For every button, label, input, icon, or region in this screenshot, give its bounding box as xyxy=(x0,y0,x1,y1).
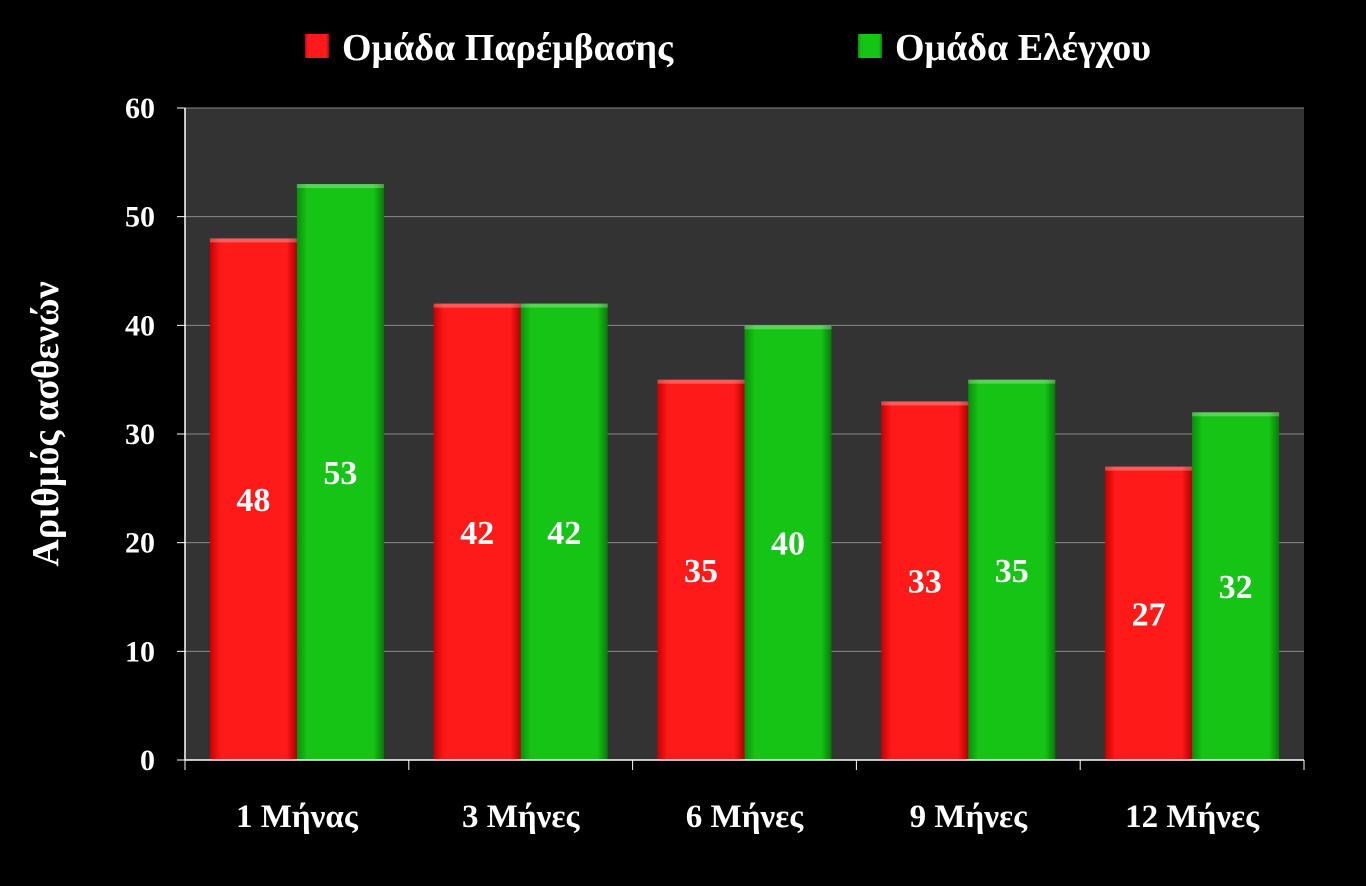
data-label: 27 xyxy=(1132,596,1166,633)
data-label: 40 xyxy=(771,526,805,563)
y-axis-title: Αριθμός ασθενών xyxy=(25,281,67,566)
bar-series-1 xyxy=(968,379,1056,760)
bar-series-0 xyxy=(1105,466,1193,760)
bars xyxy=(209,184,1280,761)
y-tick-label: 30 xyxy=(125,418,155,451)
y-tick-label: 10 xyxy=(125,635,155,668)
bar-top-highlight xyxy=(1192,412,1280,417)
x-axis-ticks: 1 Μήνας 3 Μήνες 6 Μήνες 9 Μήνες 12 Μήνες xyxy=(184,760,1305,835)
data-label: 33 xyxy=(908,564,942,601)
x-tick-label: 1 Μήνας xyxy=(236,799,359,835)
y-tick-label: 20 xyxy=(125,527,155,560)
bar-series-1 xyxy=(744,325,832,760)
y-tick-label: 60 xyxy=(125,92,155,125)
bar-top-highlight xyxy=(209,238,297,243)
bar-top-highlight xyxy=(520,303,608,308)
bar-top-highlight xyxy=(968,379,1056,384)
y-tick-label: 40 xyxy=(125,309,155,342)
data-labels: 48 53 42 42 35 40 33 35 27 32 xyxy=(236,455,1252,633)
bar-series-1 xyxy=(520,303,608,760)
legend-swatch xyxy=(305,34,329,58)
x-tick-label: 12 Μήνες xyxy=(1125,799,1260,835)
bar-top-highlight xyxy=(433,303,521,308)
bar-top-highlight xyxy=(657,379,745,384)
y-tick-label: 50 xyxy=(125,201,155,234)
data-label: 53 xyxy=(323,455,357,492)
data-label: 42 xyxy=(460,515,494,552)
bar-series-1 xyxy=(1192,412,1280,760)
data-label: 35 xyxy=(995,553,1029,590)
bar-top-highlight xyxy=(744,325,832,330)
legend-swatch xyxy=(858,34,882,58)
legend-label: Ομάδα Παρέμβασης xyxy=(342,27,674,69)
x-tick-label: 3 Μήνες xyxy=(462,799,580,835)
data-label: 48 xyxy=(236,482,270,519)
x-tick-label: 9 Μήνες xyxy=(910,799,1028,835)
bar-series-0 xyxy=(433,303,521,760)
bar-top-highlight xyxy=(296,184,384,189)
x-tick-label: 6 Μήνες xyxy=(686,799,804,835)
legend: Ομάδα Παρέμβασης Ομάδα Ελέγχου xyxy=(305,27,1151,69)
legend-label: Ομάδα Ελέγχου xyxy=(895,27,1151,69)
data-label: 32 xyxy=(1219,569,1253,606)
y-tick-label: 0 xyxy=(140,744,155,777)
bar-series-0 xyxy=(209,238,297,760)
bar-series-1 xyxy=(296,184,384,761)
bar-series-0 xyxy=(657,379,745,760)
bar-top-highlight xyxy=(1105,466,1193,471)
y-axis-ticks: 0 10 20 30 40 50 60 xyxy=(125,92,185,777)
bar-top-highlight xyxy=(881,401,969,406)
data-label: 42 xyxy=(547,515,581,552)
data-label: 35 xyxy=(684,553,718,590)
bar-series-0 xyxy=(881,401,969,760)
